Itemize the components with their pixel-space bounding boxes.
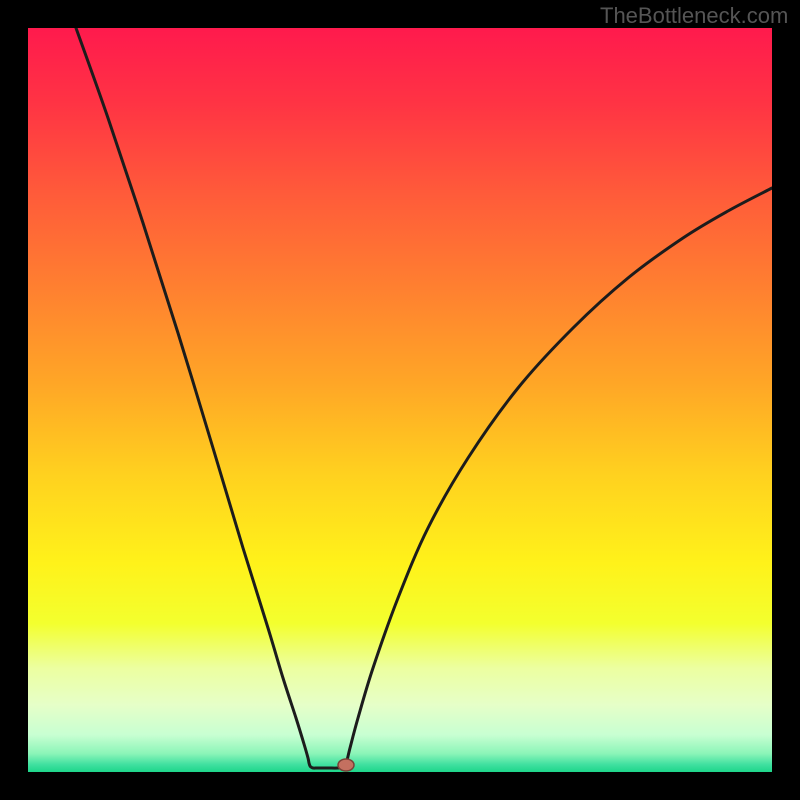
bottleneck-curve <box>76 28 772 768</box>
bottleneck-chart: TheBottleneck.com <box>0 0 800 800</box>
frame-bottom <box>0 772 800 800</box>
watermark-text: TheBottleneck.com <box>600 3 788 29</box>
valley-marker <box>338 759 354 771</box>
frame-left <box>0 0 28 800</box>
frame-right <box>772 0 800 800</box>
curve-svg <box>28 28 772 772</box>
plot-area <box>28 28 772 772</box>
